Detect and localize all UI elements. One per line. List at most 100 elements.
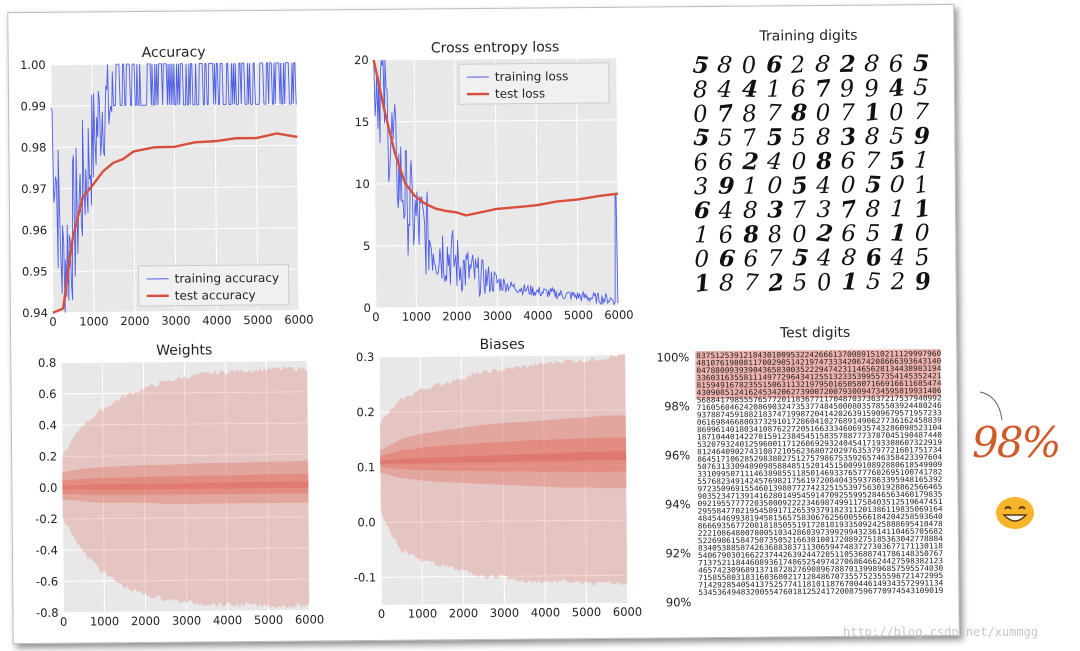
training-digit: 5 xyxy=(865,171,883,199)
handwritten-accuracy-note: 98% xyxy=(972,418,1061,467)
x-gridline xyxy=(542,355,546,604)
training-digit: 8 xyxy=(815,148,832,175)
x-tick-label: 0 xyxy=(60,615,67,629)
training-digit: 5 xyxy=(692,124,711,152)
test-digit-row: 2221086480078005103428603973992994323614… xyxy=(698,527,943,538)
y-tick-label: 0.94 xyxy=(22,306,48,320)
training-digit: 8 xyxy=(766,221,783,248)
y-gridline xyxy=(61,422,308,426)
training-digit: 1 xyxy=(841,268,857,295)
y-gridline xyxy=(52,310,299,314)
training-digit: 3 xyxy=(693,174,708,200)
x-gridline xyxy=(583,355,587,604)
series-line-training-accuracy xyxy=(50,62,298,313)
training-digit: 9 xyxy=(839,76,856,103)
legend-box xyxy=(137,264,290,307)
training-digit: 0 xyxy=(816,100,831,126)
training-digit: 3 xyxy=(839,123,857,151)
test-digit-row: 7158558031831603680217128486707355752355… xyxy=(698,571,943,582)
y-tick-label: 0.0 xyxy=(39,481,57,495)
percentile-band xyxy=(62,481,309,490)
test-digits-panel: Test digits 100% 98% 96% 94% 92% 90% 8375125391… xyxy=(656,325,944,610)
y-gridline xyxy=(62,453,309,457)
training-digit: 8 xyxy=(790,99,808,127)
y-tick-label: 5 xyxy=(363,239,370,253)
y-gridline xyxy=(51,186,298,190)
y-tick-label: 0.97 xyxy=(21,182,47,196)
training-digit: 1 xyxy=(890,219,907,247)
training-digit: 7 xyxy=(864,148,881,175)
test-y-tick-label: 98% xyxy=(664,399,690,413)
training-digit: 1 xyxy=(766,77,781,103)
training-digit: 8 xyxy=(741,221,760,249)
training-digit: 6 xyxy=(717,222,734,249)
y-gridline xyxy=(62,547,309,551)
y-tick-label: 0.2 xyxy=(39,449,57,463)
test-digit-row: 3310995071114638985511850146933765777602… xyxy=(697,467,942,478)
training-digit: 7 xyxy=(743,270,760,297)
training-digit: 1 xyxy=(694,222,709,248)
training-digit: 8 xyxy=(816,125,831,151)
chart-title: Cross entropy loss xyxy=(431,39,560,56)
x-gridline xyxy=(419,356,423,605)
training-digit: 1 xyxy=(743,174,758,200)
y-tick-label: 0.98 xyxy=(21,140,47,154)
test-digit-row: 1871044014227015912384545158357887773787… xyxy=(697,430,942,441)
test-digit-row: 8340538858742636883837113065947483727303… xyxy=(698,541,943,552)
training-digit: 4 xyxy=(717,198,734,225)
training-digit: 6 xyxy=(718,245,737,273)
training-digit: 5 xyxy=(792,270,808,297)
legend-label: training loss xyxy=(495,69,569,84)
y-tick-label: -0.6 xyxy=(36,574,59,588)
x-tick-label: 5000 xyxy=(243,313,272,327)
x-tick-label: 1000 xyxy=(90,614,119,628)
training-digit: 4 xyxy=(815,173,831,199)
test-digit-row: 0616984668003732910172860410276891490627… xyxy=(697,416,942,427)
test-digit-row: 8699614018034108762272051663334606935743… xyxy=(697,423,943,434)
training-digit: 0 xyxy=(791,221,807,248)
training-digit: 7 xyxy=(913,99,930,126)
percentile-band xyxy=(380,451,627,464)
y-tick-label: -0.4 xyxy=(35,543,58,557)
training-digit: 8 xyxy=(814,51,831,78)
training-digit: 6 xyxy=(888,51,904,78)
x-tick-label: 3000 xyxy=(490,606,519,620)
training-digit: 0 xyxy=(816,269,834,297)
training-digit: 2 xyxy=(889,269,905,295)
x-tick-label: 3000 xyxy=(172,613,201,627)
test-digit-row: 4309085124162453420627390072007930094734… xyxy=(697,386,942,397)
test-digit-row: 5688417985557657720118367711704870373637… xyxy=(697,393,942,404)
y-tick-label: -0.8 xyxy=(36,606,59,620)
training-digit: 5 xyxy=(914,244,930,271)
y-gridline xyxy=(381,574,628,578)
training-digit: 5 xyxy=(767,124,783,151)
series-line-training-loss xyxy=(373,59,619,306)
training-digit: 9 xyxy=(914,123,930,150)
training-digit: 7 xyxy=(766,100,782,127)
training-digit: 4 xyxy=(887,74,906,103)
training-digit: 0 xyxy=(766,173,783,200)
test-digit-row: 5406790301662237442639244720511053688741… xyxy=(698,549,943,560)
training-digit: 4 xyxy=(741,75,758,103)
y-gridline xyxy=(380,519,627,523)
x-tick-label: 5000 xyxy=(572,605,601,619)
legend-box xyxy=(458,62,610,105)
y-gridline xyxy=(379,409,626,413)
test-digit-row: 2955847702195458917126539379182311201386… xyxy=(698,504,944,515)
test-digit-row: 3360316355811149772964341255132335399557… xyxy=(696,371,941,382)
x-tick-label: 1000 xyxy=(79,314,108,328)
series-line-test-loss xyxy=(372,59,619,217)
training-digit: 8 xyxy=(864,124,880,151)
y-tick-label: 0.4 xyxy=(39,418,57,432)
training-digit: 1 xyxy=(889,196,905,223)
x-gridline xyxy=(624,354,628,603)
y-gridline xyxy=(63,610,310,614)
accent-curve xyxy=(979,391,1003,421)
training-digit: 7 xyxy=(791,197,808,224)
y-gridline xyxy=(375,243,619,247)
training-digit: 0 xyxy=(694,247,709,273)
y-tick-label: -0.1 xyxy=(354,570,377,584)
training-digits-title: Training digits xyxy=(758,28,857,45)
x-gridline xyxy=(460,356,464,605)
